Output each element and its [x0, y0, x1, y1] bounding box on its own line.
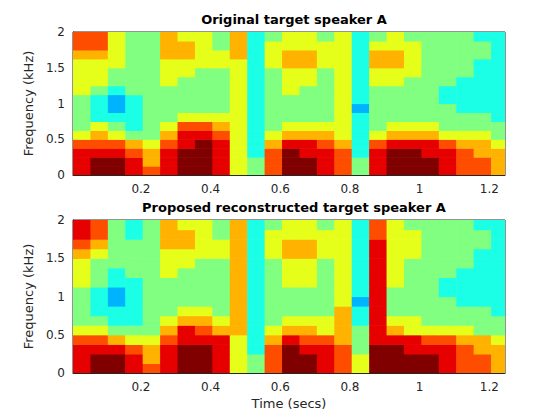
svg-text:1.2: 1.2 — [480, 182, 499, 196]
svg-text:1.2: 1.2 — [480, 380, 499, 394]
svg-text:0.5: 0.5 — [46, 328, 65, 342]
svg-text:1.5: 1.5 — [46, 61, 65, 75]
svg-text:0.6: 0.6 — [271, 380, 290, 394]
svg-text:0.8: 0.8 — [340, 380, 359, 394]
svg-text:0.6: 0.6 — [271, 182, 290, 196]
svg-text:0.5: 0.5 — [46, 132, 65, 146]
svg-text:1: 1 — [416, 380, 424, 394]
svg-text:2: 2 — [57, 213, 65, 227]
svg-text:0.4: 0.4 — [201, 380, 220, 394]
svg-text:1.5: 1.5 — [46, 251, 65, 265]
svg-text:Original target speaker A: Original target speaker A — [201, 12, 387, 27]
svg-text:2: 2 — [57, 25, 65, 39]
svg-text:0.4: 0.4 — [201, 182, 220, 196]
svg-text:Proposed reconstructed target: Proposed reconstructed target speaker A — [142, 200, 446, 215]
svg-text:Frequency (kHz): Frequency (kHz) — [21, 244, 36, 350]
svg-text:Frequency (kHz): Frequency (kHz) — [21, 51, 36, 157]
svg-text:0: 0 — [57, 168, 65, 182]
svg-text:0.2: 0.2 — [131, 380, 150, 394]
svg-text:0.2: 0.2 — [131, 182, 150, 196]
svg-text:Time (secs): Time (secs) — [251, 396, 327, 411]
svg-text:1: 1 — [57, 290, 65, 304]
svg-text:1: 1 — [57, 97, 65, 111]
svg-text:0: 0 — [57, 366, 65, 380]
svg-text:0.8: 0.8 — [340, 182, 359, 196]
svg-text:1: 1 — [416, 182, 424, 196]
